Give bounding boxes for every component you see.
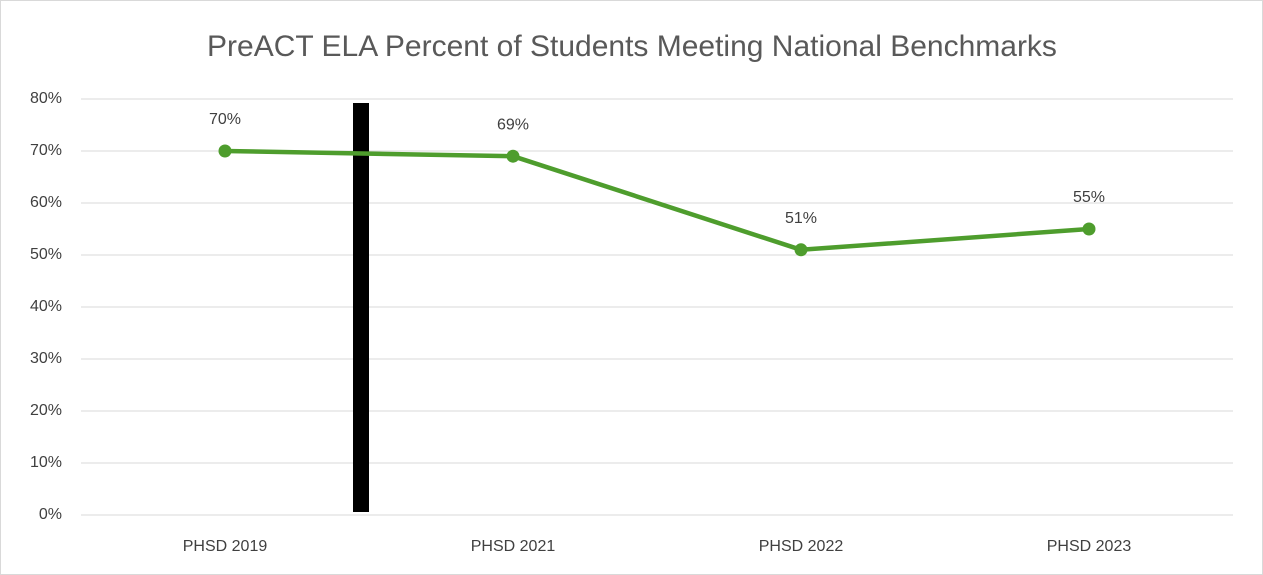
divider-bar bbox=[353, 103, 369, 512]
y-tick-label: 80% bbox=[30, 90, 62, 107]
data-label: 70% bbox=[209, 111, 241, 128]
y-tick-label: 20% bbox=[30, 402, 62, 419]
y-tick-label: 40% bbox=[30, 298, 62, 315]
y-tick-label: 70% bbox=[30, 142, 62, 159]
data-label: 69% bbox=[497, 116, 529, 133]
x-tick-label: PHSD 2019 bbox=[183, 538, 268, 555]
line bbox=[224, 148, 1090, 253]
y-tick-label: 60% bbox=[30, 194, 62, 211]
y-tick-label: 30% bbox=[30, 350, 62, 367]
x-tick-label: PHSD 2023 bbox=[1047, 538, 1132, 555]
data-point bbox=[506, 149, 520, 163]
data-point bbox=[218, 144, 232, 158]
y-tick-label: 50% bbox=[30, 246, 62, 263]
x-tick-label: PHSD 2022 bbox=[759, 538, 844, 555]
data-point bbox=[1082, 222, 1096, 236]
x-tick-label: PHSD 2021 bbox=[471, 538, 556, 555]
y-tick-label: 0% bbox=[39, 506, 62, 523]
data-label: 55% bbox=[1073, 189, 1105, 206]
data-label: 51% bbox=[785, 210, 817, 227]
chart-title: PreACT ELA Percent of Students Meeting N… bbox=[207, 30, 1057, 63]
data-point bbox=[794, 243, 808, 257]
y-tick-label: 10% bbox=[30, 454, 62, 471]
